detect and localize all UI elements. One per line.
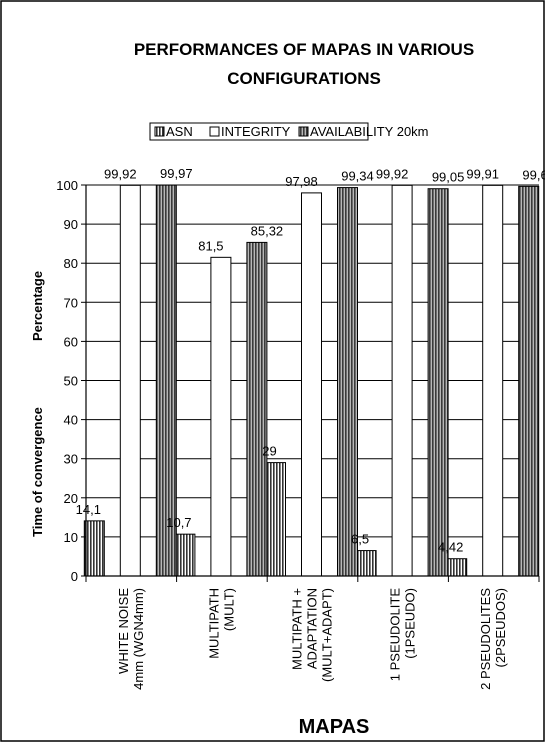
category-label: MULTIPATH + ADAPTATION (MULT+ADAPT) bbox=[290, 588, 335, 682]
x-axis-label: MAPAS bbox=[299, 716, 370, 738]
category-label-line: (MULT+ADAPT) bbox=[320, 588, 335, 682]
y-axis-label-time: Time of convergence bbox=[30, 407, 45, 537]
bar-integrity bbox=[301, 192, 322, 577]
category-label-line: 4mm (WGN4mm) bbox=[131, 588, 146, 690]
data-label-integrity: 99,91 bbox=[466, 166, 499, 181]
category-label-line: 1 PSEUDOLITE bbox=[388, 588, 403, 682]
axes: 0 10 20 30 40 50 60 70 80 90 100 bbox=[56, 178, 540, 584]
bar-integrity bbox=[119, 184, 141, 577]
legend-swatch-integrity bbox=[209, 126, 220, 137]
data-label-availability: 99,34 bbox=[341, 169, 374, 184]
bar-asn bbox=[446, 558, 468, 577]
category-label-line: (2PSEUDOS) bbox=[493, 588, 508, 667]
y-tick-label: 80 bbox=[64, 256, 78, 271]
chart-title-line-2: CONFIGURATIONS bbox=[227, 69, 381, 88]
data-label-integrity: 99,92 bbox=[104, 166, 137, 181]
data-label-asn: 4,42 bbox=[438, 540, 463, 555]
legend-swatch-availability bbox=[298, 126, 309, 137]
category-label: 2 PSEUDOLITES (2PSEUDOS) bbox=[478, 588, 508, 690]
data-label-availability: 99,97 bbox=[160, 166, 193, 181]
y-tick-label: 70 bbox=[64, 295, 78, 310]
y-tick-label: 10 bbox=[64, 530, 78, 545]
data-label-asn: 10,7 bbox=[166, 515, 191, 530]
y-tick-label: 40 bbox=[64, 413, 78, 428]
category-label-line: ADAPTATION bbox=[305, 588, 320, 669]
bar-availability bbox=[427, 188, 449, 577]
data-label-availability: 85,32 bbox=[251, 223, 284, 238]
data-label-integrity: 97,98 bbox=[285, 174, 318, 189]
bar-availability bbox=[246, 241, 268, 577]
data-label-asn: 6,5 bbox=[351, 532, 369, 547]
y-tick-label: 30 bbox=[64, 452, 78, 467]
category-label: WHITE NOISE 4mm (WGN4mm) bbox=[116, 588, 146, 690]
legend-label-asn: ASN bbox=[166, 124, 193, 139]
bar-asn bbox=[355, 550, 377, 577]
data-label-availability: 99,65 bbox=[522, 167, 545, 182]
data-labels: 14,1 10,7 29 6,5 4,42 99,92 81,5 97,98 99,92 99,9… bbox=[76, 166, 545, 555]
data-label-integrity: 81,5 bbox=[198, 238, 223, 253]
bar-asn bbox=[83, 520, 105, 577]
category-label-line: MULTIPATH bbox=[206, 588, 221, 659]
y-tick-label: 90 bbox=[64, 217, 78, 232]
legend-label-availability: AVAILABILITY 20km bbox=[310, 124, 429, 139]
bar-availability bbox=[337, 187, 358, 577]
legend-label-integrity: INTEGRITY bbox=[221, 124, 291, 139]
category-labels: WHITE NOISE 4mm (WGN4mm) MULTIPATH (MULT) MU… bbox=[116, 588, 508, 690]
bar-availability bbox=[518, 185, 540, 577]
bar-integrity bbox=[482, 184, 504, 577]
data-label-asn: 14,1 bbox=[76, 502, 101, 517]
y-tick-label: 100 bbox=[56, 178, 78, 193]
category-label-line: 2 PSEUDOLITES bbox=[478, 588, 493, 690]
category-label-line: (1PSEUDO) bbox=[403, 588, 418, 659]
data-label-asn: 29 bbox=[262, 444, 276, 459]
data-label-integrity: 99,92 bbox=[376, 166, 409, 181]
legend-swatch-asn bbox=[154, 126, 165, 137]
y-tick-label: 50 bbox=[64, 374, 78, 389]
category-label-line: MULTIPATH + bbox=[290, 588, 305, 670]
category-label-line: WHITE NOISE bbox=[116, 588, 131, 674]
data-label-availability: 99,05 bbox=[432, 170, 465, 185]
legend: ASN INTEGRITY AVAILABILITY 20km bbox=[149, 122, 429, 141]
bars bbox=[83, 184, 540, 577]
legend-box bbox=[149, 122, 369, 141]
bar-asn bbox=[174, 533, 196, 577]
category-label: MULTIPATH (MULT) bbox=[206, 588, 236, 659]
y-tick-label: 0 bbox=[71, 569, 78, 584]
category-label-line: (MULT) bbox=[221, 588, 236, 631]
bar-integrity bbox=[391, 184, 413, 577]
y-axis-label-percentage: Percentage bbox=[30, 271, 45, 341]
y-tick-label: 20 bbox=[64, 491, 78, 506]
chart-title-line-1: PERFORMANCES OF MAPAS IN VARIOUS bbox=[134, 40, 474, 59]
y-tick-label: 60 bbox=[64, 334, 78, 349]
bar-integrity bbox=[210, 256, 232, 577]
bar-asn bbox=[265, 462, 286, 577]
category-label: 1 PSEUDOLITE (1PSEUDO) bbox=[388, 588, 418, 682]
